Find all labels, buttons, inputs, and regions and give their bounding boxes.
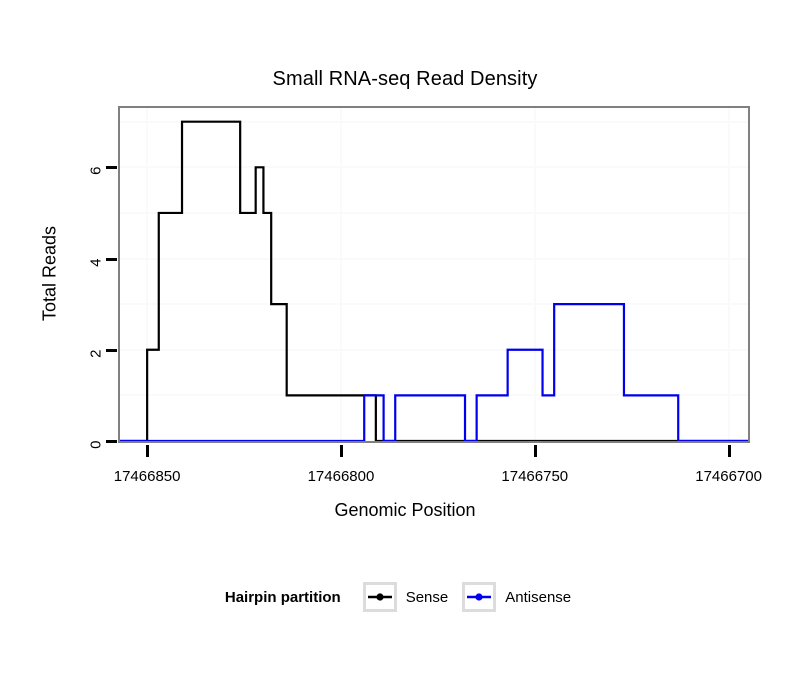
x-axis-tick-label: 17466850: [113, 468, 181, 485]
chart-title: Small RNA-seq Read Density: [272, 68, 538, 90]
gridline-horizontal: [120, 348, 748, 351]
x-axis-title: Genomic Position: [334, 500, 476, 520]
gridline-horizontal-minor: [120, 303, 748, 306]
gridline-horizontal: [120, 257, 748, 260]
gridline-vertical: [727, 108, 730, 441]
legend-item-antisense[interactable]: Antisense: [462, 582, 571, 612]
plot-panel: [118, 106, 750, 443]
plot-area: [120, 108, 748, 441]
legend-label: Antisense: [505, 588, 572, 606]
gridline-horizontal-minor: [120, 211, 748, 214]
x-axis-tick: [146, 445, 150, 457]
x-axis-tick: [339, 445, 343, 457]
y-axis-tick: [106, 257, 117, 261]
legend-key-glyph-antisense: [462, 582, 497, 612]
gridline-horizontal-minor: [120, 120, 748, 123]
legend-item-sense[interactable]: Sense: [362, 582, 449, 612]
gridline-vertical: [533, 108, 536, 441]
y-axis-tick: [106, 166, 117, 170]
y-axis-tick: [106, 348, 117, 352]
y-axis-tick: [106, 440, 117, 443]
x-axis-tick: [727, 445, 731, 457]
legend-items: Sense Antisense: [362, 582, 585, 612]
y-axis-tick-label: 2: [87, 349, 105, 358]
gridline-vertical: [146, 108, 149, 441]
y-axis-tick-label: 6: [87, 166, 105, 176]
y-axis-tick-label: 4: [87, 258, 105, 267]
legend: Hairpin partition Sense Antisense: [0, 582, 810, 612]
data-series-layer: [120, 108, 748, 441]
gridline-horizontal: [120, 166, 748, 169]
series-line-sense: [120, 122, 748, 441]
y-axis-title: Total Reads: [39, 225, 60, 321]
x-axis-tick-label: 17466800: [307, 468, 375, 485]
gridline-vertical: [339, 108, 342, 441]
legend-key-glyph-sense: [362, 582, 397, 612]
x-axis-tick-label: 17466700: [695, 468, 762, 485]
legend-label: Sense: [405, 588, 449, 606]
x-axis-tick: [533, 445, 537, 457]
legend-title: Hairpin partition: [224, 588, 341, 606]
x-axis-tick-label: 17466750: [501, 468, 569, 485]
series-line-antisense: [120, 304, 748, 441]
